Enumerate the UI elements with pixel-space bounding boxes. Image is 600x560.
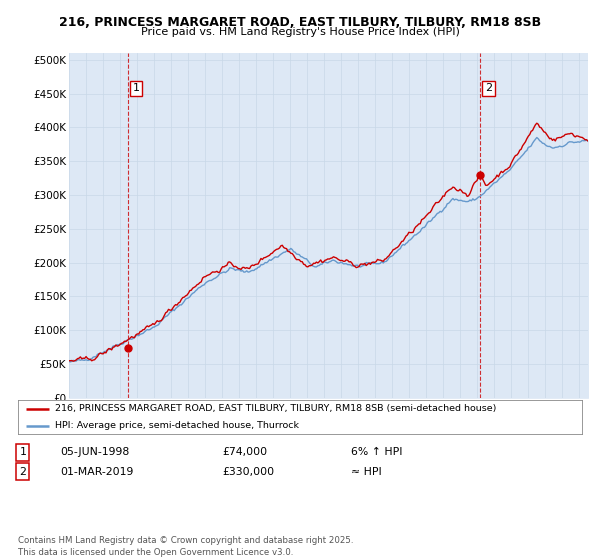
Text: Price paid vs. HM Land Registry's House Price Index (HPI): Price paid vs. HM Land Registry's House …: [140, 27, 460, 37]
Text: 1: 1: [133, 83, 140, 94]
Text: 216, PRINCESS MARGARET ROAD, EAST TILBURY, TILBURY, RM18 8SB (semi-detached hous: 216, PRINCESS MARGARET ROAD, EAST TILBUR…: [55, 404, 496, 413]
Text: 2: 2: [19, 466, 26, 477]
Text: 216, PRINCESS MARGARET ROAD, EAST TILBURY, TILBURY, RM18 8SB: 216, PRINCESS MARGARET ROAD, EAST TILBUR…: [59, 16, 541, 29]
Text: £330,000: £330,000: [222, 466, 274, 477]
Text: 1: 1: [19, 447, 26, 458]
Text: 01-MAR-2019: 01-MAR-2019: [60, 466, 133, 477]
Text: HPI: Average price, semi-detached house, Thurrock: HPI: Average price, semi-detached house,…: [55, 421, 299, 430]
Text: 6% ↑ HPI: 6% ↑ HPI: [351, 447, 403, 458]
Text: ≈ HPI: ≈ HPI: [351, 466, 382, 477]
Text: £74,000: £74,000: [222, 447, 267, 458]
Text: 2: 2: [485, 83, 493, 94]
Text: Contains HM Land Registry data © Crown copyright and database right 2025.
This d: Contains HM Land Registry data © Crown c…: [18, 536, 353, 557]
Text: 05-JUN-1998: 05-JUN-1998: [60, 447, 129, 458]
